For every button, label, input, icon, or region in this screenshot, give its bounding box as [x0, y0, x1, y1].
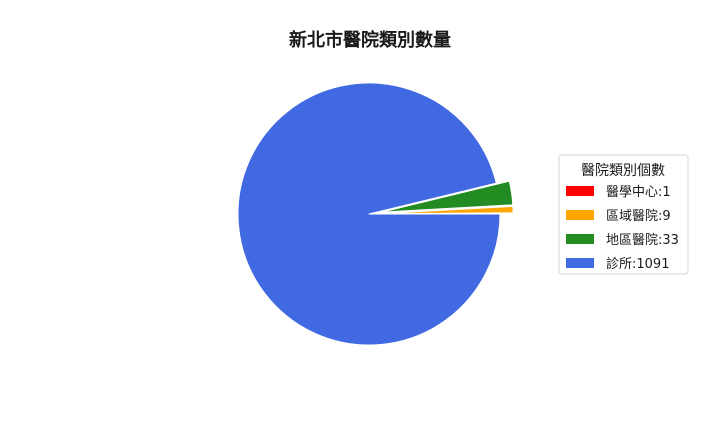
- pie-slice-3: [237, 82, 501, 346]
- legend-frame: [558, 154, 689, 275]
- legend-swatch-1: [566, 210, 594, 220]
- legend-swatch-0: [566, 186, 594, 196]
- pie-slice-1: [381, 205, 514, 215]
- legend-label-3: 診所:1091: [606, 256, 669, 272]
- pie-slices: [237, 82, 514, 346]
- pie-slice-2: [381, 180, 514, 213]
- chart-title: 新北市醫院類別數量: [289, 29, 451, 51]
- legend-label-0: 醫學中心:1: [606, 185, 671, 200]
- legend-title: 醫院類別個數: [581, 163, 665, 179]
- legend-label-2: 地區醫院:33: [606, 233, 679, 248]
- legend-label-1: 區域醫院:9: [606, 209, 671, 224]
- legend: 醫院類別個數 醫學中心:1 區域醫院:9 地區醫院:33 診所:1091: [558, 154, 689, 275]
- legend-swatch-3: [566, 258, 594, 268]
- legend-swatch-2: [566, 234, 594, 244]
